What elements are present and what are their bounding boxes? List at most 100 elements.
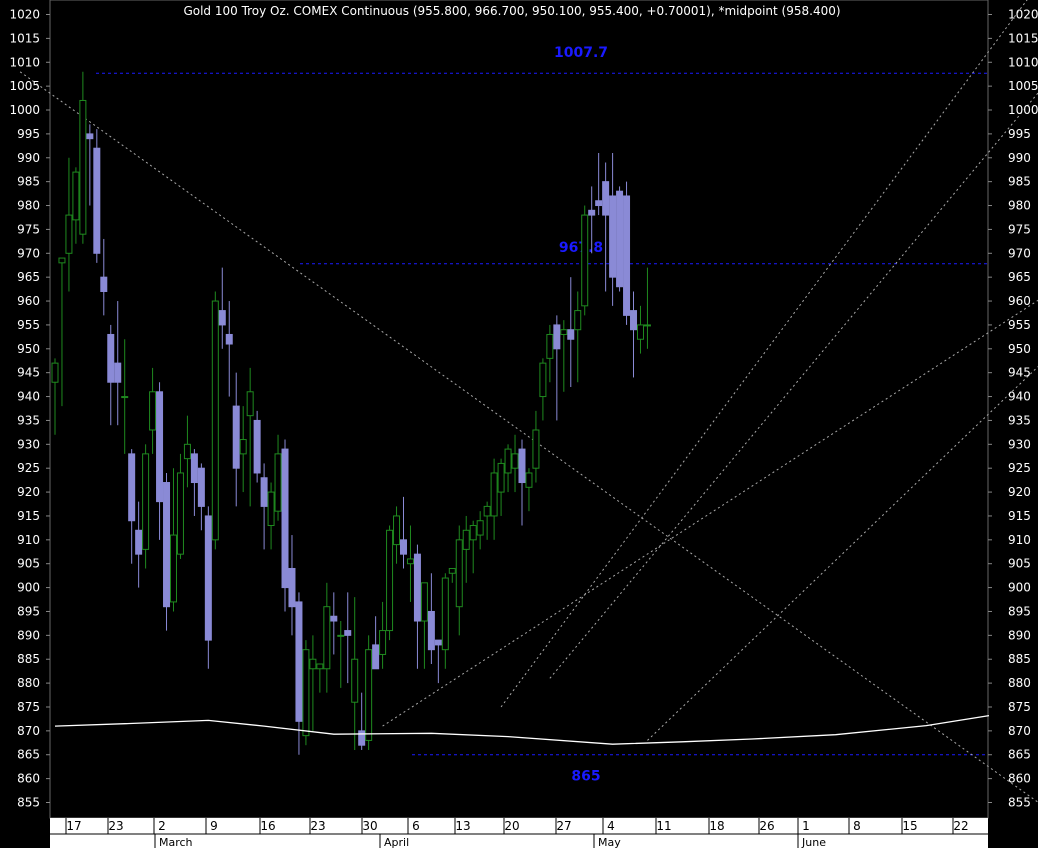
y-tick-label-left: 960 bbox=[17, 294, 40, 308]
y-tick-label-left: 995 bbox=[17, 127, 40, 141]
y-tick-label-right: 1020 bbox=[1008, 8, 1038, 22]
y-tick-label-right: 970 bbox=[1008, 246, 1031, 260]
month-label: May bbox=[598, 836, 621, 848]
y-tick-label-right: 865 bbox=[1008, 748, 1031, 762]
y-tick-label-left: 1005 bbox=[9, 79, 40, 93]
y-tick-label-left: 1020 bbox=[9, 8, 40, 22]
level-lines: 1007.7 967.8 865 bbox=[96, 45, 988, 785]
y-tick-label-right: 885 bbox=[1008, 652, 1031, 666]
candle-body bbox=[93, 147, 101, 254]
candle-body bbox=[483, 505, 491, 517]
candle-body bbox=[239, 439, 247, 455]
x-tick-label: 9 bbox=[210, 819, 218, 833]
candle-body bbox=[574, 310, 582, 331]
candle-body bbox=[225, 333, 233, 345]
candle-body bbox=[455, 539, 463, 608]
candle-body bbox=[107, 333, 115, 383]
candle-body bbox=[393, 515, 401, 546]
trend-line bbox=[500, 0, 1028, 708]
month-label: April bbox=[384, 836, 409, 848]
y-tick-label-left: 875 bbox=[17, 700, 40, 714]
candle-body bbox=[581, 214, 589, 307]
y-tick-label-right: 920 bbox=[1008, 485, 1031, 499]
candle-body bbox=[142, 453, 150, 550]
y-tick-label-left: 1000 bbox=[9, 103, 40, 117]
candle-body bbox=[260, 477, 268, 507]
candle-body bbox=[149, 391, 157, 431]
y-tick-label-left: 990 bbox=[17, 151, 40, 165]
y-tick-label-right: 995 bbox=[1008, 127, 1031, 141]
candle-body bbox=[434, 639, 442, 646]
y-tick-label-left: 870 bbox=[17, 724, 40, 738]
y-tick-label-left: 865 bbox=[17, 748, 40, 762]
y-tick-label-left: 940 bbox=[17, 390, 40, 404]
y-tick-label-left: 925 bbox=[17, 461, 40, 475]
candle-body bbox=[135, 529, 143, 555]
x-tick-label: 4 bbox=[607, 819, 615, 833]
x-tick-label: 2 bbox=[158, 819, 166, 833]
candle-body bbox=[128, 453, 136, 522]
y-tick-label-left: 880 bbox=[17, 676, 40, 690]
candle-body bbox=[288, 567, 296, 608]
y-tick-label-left: 965 bbox=[17, 270, 40, 284]
y-tick-label-right: 890 bbox=[1008, 628, 1031, 642]
month-label: June bbox=[801, 836, 826, 848]
y-tick-label-left: 855 bbox=[17, 796, 40, 810]
y-tick-label-right: 925 bbox=[1008, 461, 1031, 475]
y-tick-label-left: 905 bbox=[17, 557, 40, 571]
candle-body bbox=[427, 610, 435, 651]
candle-body bbox=[379, 630, 387, 655]
candle-body bbox=[511, 453, 519, 469]
candle-body bbox=[406, 558, 414, 565]
x-tick-label: 23 bbox=[108, 819, 123, 833]
x-tick-label: 6 bbox=[412, 819, 420, 833]
trend-line bbox=[19, 71, 1038, 803]
y-tick-label-left: 915 bbox=[17, 509, 40, 523]
candle-body bbox=[595, 200, 603, 207]
level-label: 865 bbox=[571, 769, 600, 785]
candle-body bbox=[420, 582, 428, 622]
candle-body bbox=[183, 443, 191, 460]
candle-body bbox=[323, 606, 331, 670]
x-tick-label: 23 bbox=[310, 819, 325, 833]
y-tick-label-right: 955 bbox=[1008, 318, 1031, 332]
candle-body bbox=[274, 453, 282, 512]
y-tick-label-left: 910 bbox=[17, 533, 40, 547]
candle-body bbox=[630, 310, 638, 331]
x-tick-label: 18 bbox=[709, 819, 724, 833]
candle-body bbox=[344, 630, 352, 636]
candle-body bbox=[253, 419, 261, 474]
moving-average-line bbox=[54, 714, 990, 745]
candle-body bbox=[400, 539, 407, 555]
y-tick-label-right: 915 bbox=[1008, 509, 1031, 523]
y-tick-label-right: 940 bbox=[1008, 390, 1031, 404]
candle-body bbox=[616, 190, 624, 288]
candle-body bbox=[267, 491, 275, 527]
candle-body bbox=[190, 453, 198, 484]
y-tick-label-left: 980 bbox=[17, 199, 40, 213]
candle-body bbox=[295, 601, 303, 722]
candle-body bbox=[539, 362, 547, 398]
y-tick-label-left: 1015 bbox=[9, 31, 40, 45]
candle-body bbox=[553, 324, 561, 350]
candle-body bbox=[365, 649, 373, 741]
y-tick-label-right: 945 bbox=[1008, 366, 1031, 380]
candle-body bbox=[602, 181, 610, 216]
candle-body bbox=[197, 467, 205, 507]
y-tick-label-left: 975 bbox=[17, 222, 40, 236]
candle-body bbox=[316, 663, 324, 670]
y-tick-label-left: 900 bbox=[17, 581, 40, 595]
y-tick-label-left: 930 bbox=[17, 437, 40, 451]
candle-body bbox=[163, 482, 171, 608]
candle-body bbox=[211, 300, 219, 541]
candle-body bbox=[462, 529, 470, 550]
candle-body bbox=[309, 658, 317, 670]
y-tick-label-right: 975 bbox=[1008, 222, 1031, 236]
candle-body bbox=[441, 577, 449, 651]
y-tick-label-left: 860 bbox=[17, 772, 40, 786]
candle-body bbox=[643, 324, 651, 327]
y-tick-label-right: 875 bbox=[1008, 700, 1031, 714]
candle-body bbox=[546, 333, 554, 359]
y-tick-label-right: 1005 bbox=[1008, 79, 1038, 93]
